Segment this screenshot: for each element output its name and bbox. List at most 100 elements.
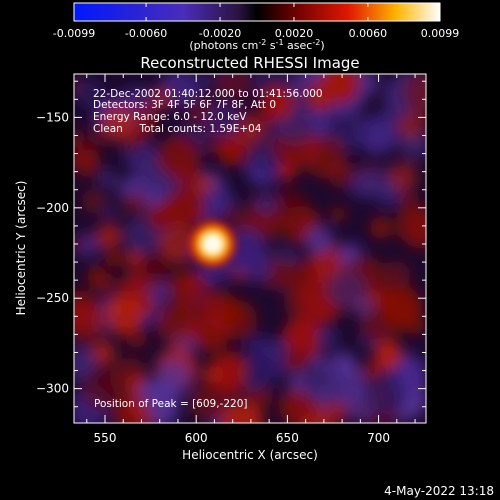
emission-blob-red <box>223 206 246 229</box>
emission-blob-red <box>374 340 403 369</box>
emission-blob-red <box>94 223 122 251</box>
colorbar-frame <box>73 2 441 22</box>
emission-blob-red <box>74 302 106 342</box>
emission-blob-red <box>294 281 334 321</box>
emission-blob-red <box>284 347 310 373</box>
emission-blob-purple <box>326 269 366 309</box>
emission-blob-purple <box>180 74 200 89</box>
colorbar: -0.0099 -0.0060 -0.0020 0.0020 0.0060 0.0099 … <box>53 2 459 52</box>
emission-blob-red <box>213 74 253 103</box>
emission-blob-red <box>277 162 297 181</box>
emission-blob-purple <box>362 372 406 417</box>
emission-blob-purple <box>157 359 191 392</box>
peak-source-core <box>203 234 222 253</box>
emission-blob-purple <box>305 226 334 255</box>
colorbar-tick-label: -0.0099 <box>53 27 95 40</box>
colorbar-gradient <box>74 3 440 21</box>
emission-blob-red <box>157 135 201 179</box>
colorbar-tick-label: -0.0060 <box>125 27 167 40</box>
emission-blob-purple <box>299 357 344 402</box>
emission-blob-red <box>208 351 248 391</box>
y-tick-label: −200 <box>36 201 69 215</box>
emission-blob-purple <box>362 164 398 200</box>
colorbar-tick-label: 0.0060 <box>349 27 388 40</box>
emission-blob-purple <box>203 100 243 140</box>
peak-source <box>186 217 239 270</box>
y-axis-label: Heliocentric Y (arcsec) <box>14 181 28 316</box>
y-tick-label: −300 <box>36 382 69 396</box>
emission-blob-red <box>303 136 346 179</box>
annotation-clean-counts: Clean Total counts: 1.59E+04 <box>93 123 262 135</box>
emission-blob-red <box>260 85 295 120</box>
y-axis: −150 −200 −250 −300 <box>36 80 426 408</box>
emission-blob-red <box>74 235 84 253</box>
emission-blob-red <box>113 395 152 423</box>
emission-blob-red <box>267 188 309 230</box>
footer-timestamp: 4-May-2022 13:18 <box>384 484 494 498</box>
emission-blob-red <box>190 381 230 422</box>
emission-blob-red <box>150 88 172 110</box>
emission-blob-red <box>101 104 137 140</box>
emission-blob-red <box>193 316 229 353</box>
emission-blob-purple <box>123 175 145 196</box>
emission-blob-purple <box>365 112 403 151</box>
emission-blob-red <box>202 365 220 383</box>
emission-blob-red <box>147 202 177 232</box>
annotation-time-range: 22-Dec-2002 01:40:12.000 to 01:41:56.000 <box>93 88 323 100</box>
emission-blob-red <box>402 74 426 115</box>
emission-blob-purple <box>254 191 278 215</box>
emission-blob-purple <box>99 169 117 188</box>
emission-blob-purple <box>101 203 119 221</box>
colorbar-tick-label: 0.0020 <box>275 27 314 40</box>
emission-blobs <box>74 74 426 423</box>
emission-blob-red <box>379 285 423 329</box>
emission-blob-red <box>369 216 392 239</box>
emission-blob-red <box>389 161 419 191</box>
chart-title: Reconstructed RHESSI Image <box>140 54 359 72</box>
emission-blob-purple <box>333 120 365 151</box>
emission-blob-red <box>81 369 123 411</box>
emission-blob-red <box>74 127 84 147</box>
colorbar-unit-label: (photons cm-2 s-1 asec-2) <box>189 38 324 52</box>
emission-blob-purple <box>236 353 276 392</box>
emission-blob-purple <box>401 368 425 392</box>
emission-blob-purple <box>315 327 338 350</box>
colorbar-tick-label: 0.0099 <box>421 27 460 40</box>
x-tick-label: 600 <box>185 431 208 445</box>
plot-frame <box>73 73 427 424</box>
colorbar-tick-label: -0.0020 <box>199 27 241 40</box>
x-tick-label: 650 <box>276 431 299 445</box>
y-tick-label: −150 <box>36 110 69 124</box>
emission-blob-red <box>126 327 147 348</box>
observation-annotations: 22-Dec-2002 01:40:12.000 to 01:41:56.000… <box>93 88 323 410</box>
emission-blob-red <box>221 401 264 423</box>
emission-blob-red <box>74 138 98 172</box>
x-axis-label: Heliocentric X (arcsec) <box>182 448 318 462</box>
emission-blob-red <box>381 261 411 291</box>
emission-blob-red <box>296 395 318 417</box>
x-tick-label: 700 <box>367 431 390 445</box>
emission-blob-red <box>196 175 215 194</box>
emission-blob-purple <box>242 252 273 283</box>
x-axis: 550 600 650 700 <box>86 74 416 445</box>
emission-blob-red <box>105 250 122 267</box>
emission-blob-red <box>81 188 107 214</box>
emission-blob-red <box>94 273 116 295</box>
emission-blob-red <box>217 135 249 166</box>
emission-blob-red <box>167 270 204 307</box>
y-tick-label: −250 <box>36 291 69 305</box>
emission-blob-red <box>330 205 347 223</box>
emission-blob-red <box>175 186 204 215</box>
annotation-peak-position: Position of Peak = [609,-220] <box>94 398 248 410</box>
emission-blob-purple <box>74 77 103 107</box>
colorbar-ticks: -0.0099 -0.0060 -0.0020 0.0020 0.0060 0.0099 <box>53 3 459 40</box>
emission-blob-red <box>156 302 199 346</box>
emission-blob-red <box>320 74 361 105</box>
annotation-detectors: Detectors: 3F 4F 5F 6F 7F 8F, Att 0 <box>93 99 276 111</box>
x-tick-label: 550 <box>94 431 117 445</box>
annotation-energy-range: Energy Range: 6.0 - 12.0 keV <box>93 111 247 123</box>
emission-blob-red <box>400 208 426 249</box>
emission-blob-red <box>135 252 171 288</box>
rhessi-image <box>74 74 426 423</box>
